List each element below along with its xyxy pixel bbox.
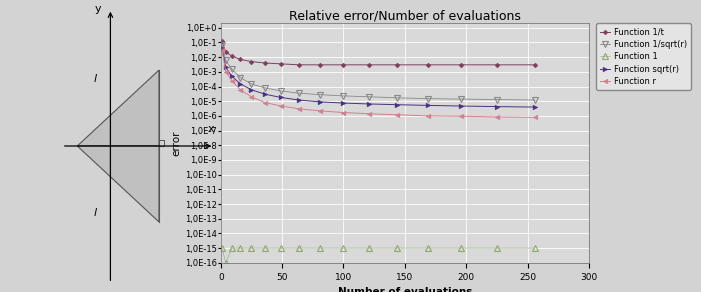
Function sqrt(r) xyxy=(493,105,501,108)
Function 1 xyxy=(247,246,256,250)
Function r xyxy=(218,48,226,52)
Function 1/sqrt(r) xyxy=(228,67,236,71)
Function 1 xyxy=(261,246,269,250)
Function r xyxy=(393,113,402,117)
Function 1 xyxy=(531,246,539,250)
Function r xyxy=(295,107,304,111)
Function r xyxy=(424,114,433,118)
Function r xyxy=(339,111,348,114)
Function sqrt(r) xyxy=(339,101,348,105)
Function 1/sqrt(r) xyxy=(424,97,433,100)
Function sqrt(r) xyxy=(531,105,539,109)
Function 1/sqrt(r) xyxy=(236,76,245,79)
Function 1/sqrt(r) xyxy=(218,43,226,46)
Polygon shape xyxy=(77,146,159,222)
Function sqrt(r) xyxy=(236,82,245,86)
Polygon shape xyxy=(77,70,159,146)
Function 1/t xyxy=(236,58,245,61)
Function 1/sqrt(r) xyxy=(339,94,348,98)
Function 1/t xyxy=(228,54,236,58)
Function 1 xyxy=(222,261,230,265)
Function r xyxy=(457,114,465,118)
Text: l: l xyxy=(93,74,97,84)
Function 1/sqrt(r) xyxy=(365,95,374,99)
Function 1/t xyxy=(393,63,402,67)
Function 1 xyxy=(424,246,433,250)
Function 1 xyxy=(218,246,226,250)
Function sqrt(r) xyxy=(228,74,236,78)
Function 1/t xyxy=(365,63,374,67)
Function r xyxy=(531,116,539,119)
Function sqrt(r) xyxy=(218,46,226,50)
Function 1/t xyxy=(493,63,501,67)
Function sqrt(r) xyxy=(295,98,304,102)
Line: Function 1: Function 1 xyxy=(219,245,538,266)
Y-axis label: error: error xyxy=(172,130,182,156)
Line: Function sqrt(r): Function sqrt(r) xyxy=(219,46,537,110)
Function sqrt(r) xyxy=(316,100,325,104)
Function 1 xyxy=(277,246,285,250)
Function 1 xyxy=(393,246,402,250)
Function 1/t xyxy=(247,60,256,63)
Line: Function r: Function r xyxy=(219,48,537,120)
Function 1/sqrt(r) xyxy=(393,96,402,100)
Function r xyxy=(316,109,325,113)
Function sqrt(r) xyxy=(365,102,374,106)
Function r xyxy=(365,112,374,116)
Function 1 xyxy=(365,246,374,250)
Text: y: y xyxy=(95,4,102,14)
Function sqrt(r) xyxy=(247,88,256,92)
Function 1/sqrt(r) xyxy=(222,59,230,62)
Function 1 xyxy=(236,246,245,250)
Function r xyxy=(247,95,256,99)
Function sqrt(r) xyxy=(457,104,465,108)
Function 1/sqrt(r) xyxy=(277,89,285,93)
Text: l: l xyxy=(93,208,97,218)
Function r xyxy=(222,70,230,74)
Function r xyxy=(493,115,501,119)
Function 1/t xyxy=(339,63,348,67)
Function 1/sqrt(r) xyxy=(261,86,269,90)
Function r xyxy=(236,88,245,92)
Function 1/sqrt(r) xyxy=(295,91,304,95)
Text: x: x xyxy=(207,124,215,134)
X-axis label: Number of evaluations: Number of evaluations xyxy=(338,287,472,292)
Function sqrt(r) xyxy=(424,104,433,107)
Function 1 xyxy=(457,246,465,250)
Function sqrt(r) xyxy=(222,66,230,69)
Function 1 xyxy=(339,246,348,250)
Function 1/t xyxy=(222,51,230,54)
Function 1/t xyxy=(277,62,285,66)
Function 1 xyxy=(295,246,304,250)
Function 1 xyxy=(493,246,501,250)
Function sqrt(r) xyxy=(261,93,269,96)
Function 1 xyxy=(228,246,236,250)
Function 1/t xyxy=(531,63,539,67)
Function r xyxy=(277,104,285,108)
Line: Function 1/sqrt(r): Function 1/sqrt(r) xyxy=(219,42,538,103)
Function 1/sqrt(r) xyxy=(316,93,325,96)
Function sqrt(r) xyxy=(393,103,402,107)
Title: Relative error/Number of evaluations: Relative error/Number of evaluations xyxy=(289,9,521,22)
Function 1/sqrt(r) xyxy=(493,98,501,101)
Function 1/t xyxy=(218,39,226,43)
Function 1/t xyxy=(457,63,465,67)
Function r xyxy=(261,101,269,105)
Legend: Function 1/t, Function 1/sqrt(r), Function 1, Function sqrt(r), Function r: Function 1/t, Function 1/sqrt(r), Functi… xyxy=(596,23,691,90)
Function 1/t xyxy=(295,63,304,67)
Function 1/sqrt(r) xyxy=(531,98,539,102)
Function 1/t xyxy=(316,63,325,67)
Function r xyxy=(228,79,236,82)
Function 1/t xyxy=(424,63,433,67)
Line: Function 1/t: Function 1/t xyxy=(220,40,536,67)
Function 1/sqrt(r) xyxy=(247,82,256,86)
Function 1/t xyxy=(261,61,269,65)
Function 1 xyxy=(316,246,325,250)
Function sqrt(r) xyxy=(277,96,285,99)
Function 1/sqrt(r) xyxy=(457,97,465,101)
